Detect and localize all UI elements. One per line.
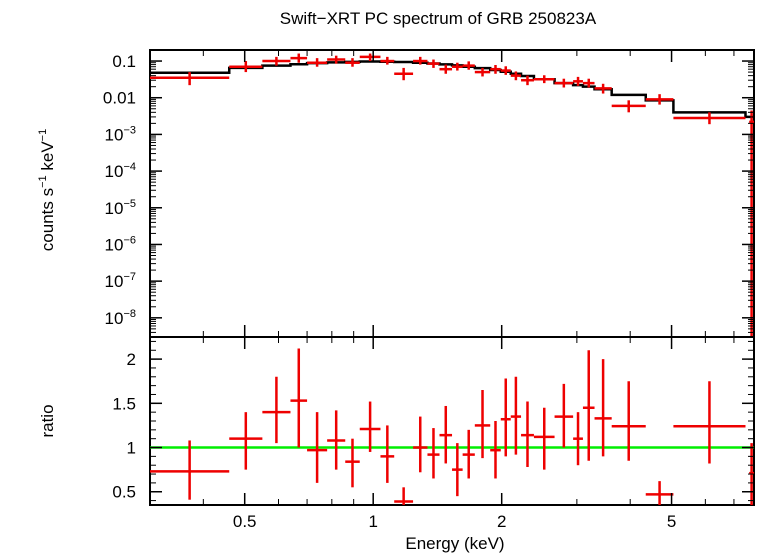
ratio-y-tick-label: 1.5 — [112, 394, 136, 413]
ratio-data-point — [573, 412, 583, 466]
ratio-data-point — [290, 348, 308, 448]
ratio-data-point — [394, 487, 414, 505]
ratio-data-point — [262, 376, 291, 444]
spectrum-data-point — [394, 67, 414, 81]
x-tick-label: 1 — [368, 512, 377, 531]
ratio-y-ticks: 0.5 1 1.5 2 — [112, 340, 754, 502]
ratio-frame — [149, 336, 755, 506]
spectrum-data-point — [380, 56, 395, 65]
ratio-data-point — [673, 381, 746, 464]
spectrum-data-point — [500, 66, 511, 75]
spectrum-panel: 0.1 0.01 10−3 10−4 10−5 10−6 10−7 10−8 counts s… — [37, 49, 755, 338]
spectrum-y-tick-label: 10−4 — [105, 161, 136, 181]
spectrum-data-point — [474, 67, 491, 77]
spectrum-data-point — [521, 75, 534, 86]
spectrum-y-tick-label: 10−7 — [105, 271, 136, 291]
ratio-y-tick-label: 0.5 — [112, 483, 136, 502]
spectrum-y-tick-label: 10−3 — [105, 124, 136, 144]
ratio-data-point — [611, 381, 646, 461]
spectrum-data-point — [611, 100, 646, 113]
ratio-data-point — [490, 421, 501, 479]
ratio-data-point — [500, 378, 511, 457]
spectrum-data-point — [262, 56, 291, 66]
ratio-x-ticks: 0.5 1 2 5 — [149, 337, 735, 531]
spectrum-data-point — [439, 64, 453, 74]
spectrum-data-point — [462, 61, 475, 70]
spectrum-data-point — [573, 76, 583, 86]
x-tick-label: 5 — [667, 512, 676, 531]
ratio-data-point — [413, 416, 428, 473]
ratio-data-point — [439, 405, 453, 464]
ratio-data-point — [462, 429, 475, 479]
spectrum-y-axis-label: counts s−1 keV−1 — [37, 129, 57, 251]
ratio-data-point — [510, 376, 522, 455]
spectrum-data-point — [554, 78, 574, 88]
spectrum-data-point — [345, 58, 360, 67]
ratio-data-point — [594, 359, 612, 457]
ratio-data-point — [474, 390, 491, 459]
spectrum-y-tick-label: 0.1 — [112, 52, 136, 71]
spectrum-data-points — [150, 53, 754, 337]
spectrum-y-tick-label: 0.01 — [103, 89, 136, 108]
spectrum-y-tick-label: 10−5 — [105, 198, 136, 218]
ratio-data-point — [582, 350, 595, 461]
ratio-data-point — [645, 481, 674, 505]
ratio-data-point — [452, 443, 463, 497]
ratio-data-point — [327, 410, 346, 470]
spectrum-data-point — [150, 72, 230, 86]
chart-title: Swift−XRT PC spectrum of GRB 250823A — [280, 9, 597, 28]
spectrum-data-point — [307, 58, 328, 67]
ratio-data-point — [521, 401, 534, 467]
ratio-data-point — [554, 383, 574, 448]
spectrum-frame — [149, 49, 755, 338]
spectrum-data-point — [452, 62, 463, 71]
ratio-data-point — [345, 438, 360, 488]
spectrum-data-point — [582, 78, 595, 88]
ratio-data-point — [533, 407, 555, 470]
spectrum-y-ticks: 0.1 0.01 10−3 10−4 10−5 10−6 10−7 10−8 — [103, 52, 754, 338]
ratio-data-points — [150, 348, 754, 505]
ratio-data-point — [150, 440, 230, 500]
ratio-data-point — [359, 401, 381, 452]
spectrum-data-point — [290, 53, 308, 63]
ratio-data-point — [307, 412, 328, 483]
spectrum-data-point — [673, 112, 746, 125]
ratio-data-point — [427, 428, 440, 479]
x-axis-label: Energy (keV) — [405, 534, 504, 553]
ratio-panel: 0.5 1 1.5 2 0.5 1 2 5 ratio — [38, 336, 755, 531]
spectrum-data-point — [594, 83, 612, 94]
spectrum-data-point — [413, 56, 428, 65]
spectrum-data-point — [749, 110, 754, 337]
ratio-y-tick-label: 1 — [127, 439, 136, 458]
x-tick-label: 2 — [497, 512, 506, 531]
spectrum-data-point — [510, 71, 522, 81]
spectrum-data-point — [490, 65, 501, 74]
x-tick-label: 0.5 — [233, 512, 257, 531]
spectrum-data-point — [327, 55, 346, 64]
spectrum-data-point — [533, 75, 555, 84]
spectrum-data-point — [645, 94, 674, 105]
ratio-y-axis-label: ratio — [38, 404, 57, 437]
spectrum-y-tick-label: 10−6 — [105, 234, 136, 254]
spectrum-data-point — [229, 61, 263, 73]
spectrum-data-point — [427, 59, 440, 68]
spectrum-x-ticks — [149, 50, 735, 337]
spectrum-y-tick-label: 10−8 — [105, 308, 136, 328]
ratio-y-tick-label: 2 — [127, 350, 136, 369]
ratio-data-point — [229, 412, 263, 470]
spectrum-data-point — [359, 53, 381, 62]
ratio-data-point — [380, 425, 395, 483]
